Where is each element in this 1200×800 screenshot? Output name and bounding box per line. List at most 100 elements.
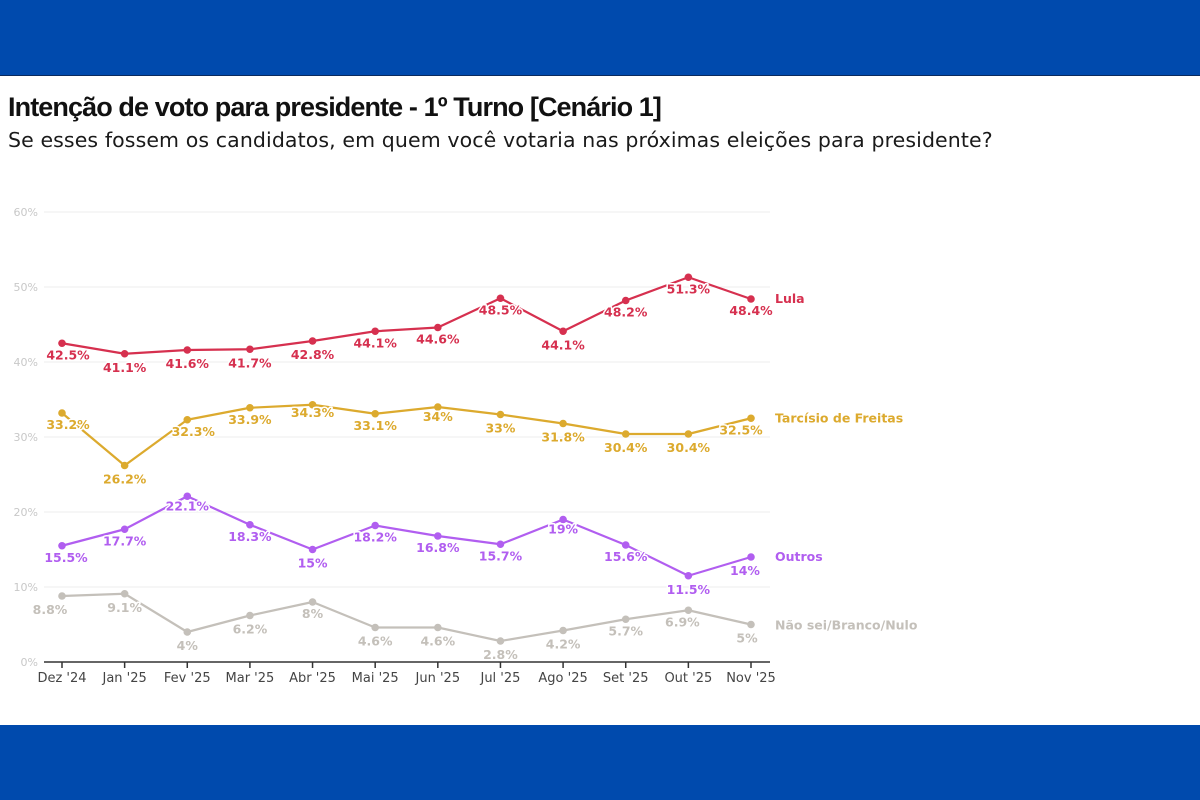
data-point-outros (496, 540, 505, 549)
data-point-outros (621, 541, 630, 549)
data-label-outros: 14% (730, 563, 760, 578)
data-label-n-o-sei-branco-nulo: 8.8% (33, 602, 68, 617)
x-tick-label: Mai '25 (352, 671, 399, 686)
data-point-lula (559, 327, 567, 336)
data-point-tarc-sio-de-freitas (120, 461, 129, 470)
data-label-n-o-sei-branco-nulo: 4.6% (420, 634, 455, 649)
data-point-lula (621, 296, 630, 305)
line-chart: 0% 10% 20% 30% 40% 50% 60% Dez '24 Jan '25 Fev '… (14, 206, 918, 686)
data-point-lula (496, 294, 505, 303)
data-point-tarc-sio-de-freitas (58, 409, 66, 417)
data-point-outros (559, 515, 567, 524)
series-line-n-o-sei-branco-nulo (61, 592, 752, 643)
data-point-lula (246, 345, 254, 354)
series-line-outros (61, 495, 752, 577)
data-point-outros (120, 525, 129, 534)
data-label-lula: 44.1% (541, 337, 585, 352)
data-point-tarc-sio-de-freitas (621, 430, 630, 438)
data-point-n-o-sei-branco-nulo (684, 606, 693, 615)
data-point-outros (684, 571, 693, 580)
data-label-tarc-sio-de-freitas: 30.4% (604, 440, 648, 455)
data-label-outros: 11.5% (667, 582, 711, 597)
data-label-n-o-sei-branco-nulo: 4% (177, 638, 199, 653)
data-label-n-o-sei-branco-nulo: 6.2% (233, 622, 268, 637)
y-tick-label: 30% (14, 431, 38, 444)
data-point-outros (747, 553, 755, 561)
data-label-lula: 48.5% (479, 302, 523, 317)
data-label-tarc-sio-de-freitas: 31.8% (541, 430, 585, 445)
data-point-outros (58, 541, 66, 550)
data-label-n-o-sei-branco-nulo: 6.9% (665, 614, 700, 629)
data-label-lula: 44.6% (416, 332, 460, 347)
data-label-tarc-sio-de-freitas: 34% (423, 409, 453, 424)
data-label-outros: 15.7% (479, 548, 523, 563)
data-point-n-o-sei-branco-nulo (183, 628, 192, 636)
data-label-outros: 18.2% (353, 530, 397, 545)
data-label-n-o-sei-branco-nulo: 8% (302, 606, 324, 621)
x-tick-label: Fev '25 (164, 671, 211, 686)
top-banner (0, 0, 1200, 76)
x-tick-label: Set '25 (603, 671, 649, 686)
data-label-tarc-sio-de-freitas: 34.3% (291, 405, 335, 420)
data-labels: 42.5% 41.1% 41.6% 41.7% 42.8% 44.1% 44.6% 48.5%… (31, 280, 774, 664)
data-point-tarc-sio-de-freitas (371, 409, 379, 418)
data-label-outros: 15.5% (44, 550, 88, 565)
data-point-tarc-sio-de-freitas (559, 419, 567, 428)
data-point-n-o-sei-branco-nulo (496, 637, 505, 645)
data-point-outros (183, 492, 192, 501)
chart-title: Intenção de voto para presidente - 1º Tu… (8, 92, 662, 122)
x-tick-label: Jan '25 (101, 671, 146, 686)
data-label-outros: 17.7% (103, 533, 147, 548)
data-label-outros: 15.6% (604, 549, 648, 564)
data-point-tarc-sio-de-freitas (684, 430, 693, 438)
data-label-tarc-sio-de-freitas: 33% (485, 421, 515, 436)
data-point-tarc-sio-de-freitas (246, 403, 254, 412)
data-point-tarc-sio-de-freitas (308, 400, 317, 409)
data-point-n-o-sei-branco-nulo (747, 620, 755, 629)
data-label-tarc-sio-de-freitas: 30.4% (667, 440, 711, 455)
data-point-outros (371, 521, 379, 530)
y-tick-label: 20% (14, 506, 38, 519)
series-label-tarc-sio-de-freitas: Tarcísio de Freitas (775, 410, 903, 425)
data-point-n-o-sei-branco-nulo (559, 626, 567, 635)
y-axis-ticks: 0% 10% 20% 30% 40% 50% 60% (14, 206, 38, 669)
data-label-tarc-sio-de-freitas: 32.5% (719, 422, 763, 437)
data-label-n-o-sei-branco-nulo: 9.1% (107, 600, 142, 615)
data-point-lula (371, 327, 379, 336)
data-label-tarc-sio-de-freitas: 32.3% (172, 424, 216, 439)
data-point-n-o-sei-branco-nulo (371, 623, 379, 632)
data-label-n-o-sei-branco-nulo: 5% (736, 631, 758, 646)
y-tick-label: 0% (21, 656, 38, 669)
data-label-n-o-sei-branco-nulo: 4.2% (546, 637, 581, 652)
data-label-lula: 51.3% (667, 281, 711, 296)
data-label-tarc-sio-de-freitas: 33.1% (353, 418, 397, 433)
data-point-lula (308, 337, 317, 345)
data-label-outros: 16.8% (416, 540, 460, 555)
data-label-tarc-sio-de-freitas: 33.9% (228, 412, 272, 427)
data-point-outros (308, 545, 317, 554)
series-lines (61, 276, 752, 643)
chart-subtitle: Se esses fossem os candidatos, em quem v… (8, 128, 993, 152)
series-label-lula: Lula (775, 291, 805, 306)
x-axis: Dez '24 Jan '25 Fev '25 Mar '25 Abr '25 Mai '… (37, 661, 776, 686)
data-point-lula (120, 349, 129, 358)
data-label-lula: 42.8% (291, 347, 335, 362)
y-tick-label: 10% (14, 581, 38, 594)
x-tick-label: Jul '25 (479, 671, 520, 686)
data-label-lula: 48.2% (604, 305, 648, 320)
data-point-n-o-sei-branco-nulo (120, 589, 129, 598)
series-label-n-o-sei-branco-nulo: Não sei/Branco/Nulo (775, 618, 918, 633)
data-label-n-o-sei-branco-nulo: 4.6% (358, 634, 393, 649)
x-tick-label: Jun '25 (415, 671, 461, 686)
data-label-lula: 48.4% (729, 303, 773, 318)
data-point-lula (434, 323, 442, 332)
x-tick-label: Ago '25 (538, 671, 587, 686)
data-label-outros: 15% (298, 556, 328, 571)
data-point-lula (684, 273, 693, 282)
data-point-lula (183, 346, 192, 354)
data-point-n-o-sei-branco-nulo (434, 623, 442, 632)
data-point-lula (58, 339, 66, 348)
data-point-tarc-sio-de-freitas (434, 403, 442, 411)
series-labels: Lula Tarcísio de Freitas Outros Não sei/Bra… (775, 291, 918, 633)
bottom-banner (0, 725, 1200, 800)
